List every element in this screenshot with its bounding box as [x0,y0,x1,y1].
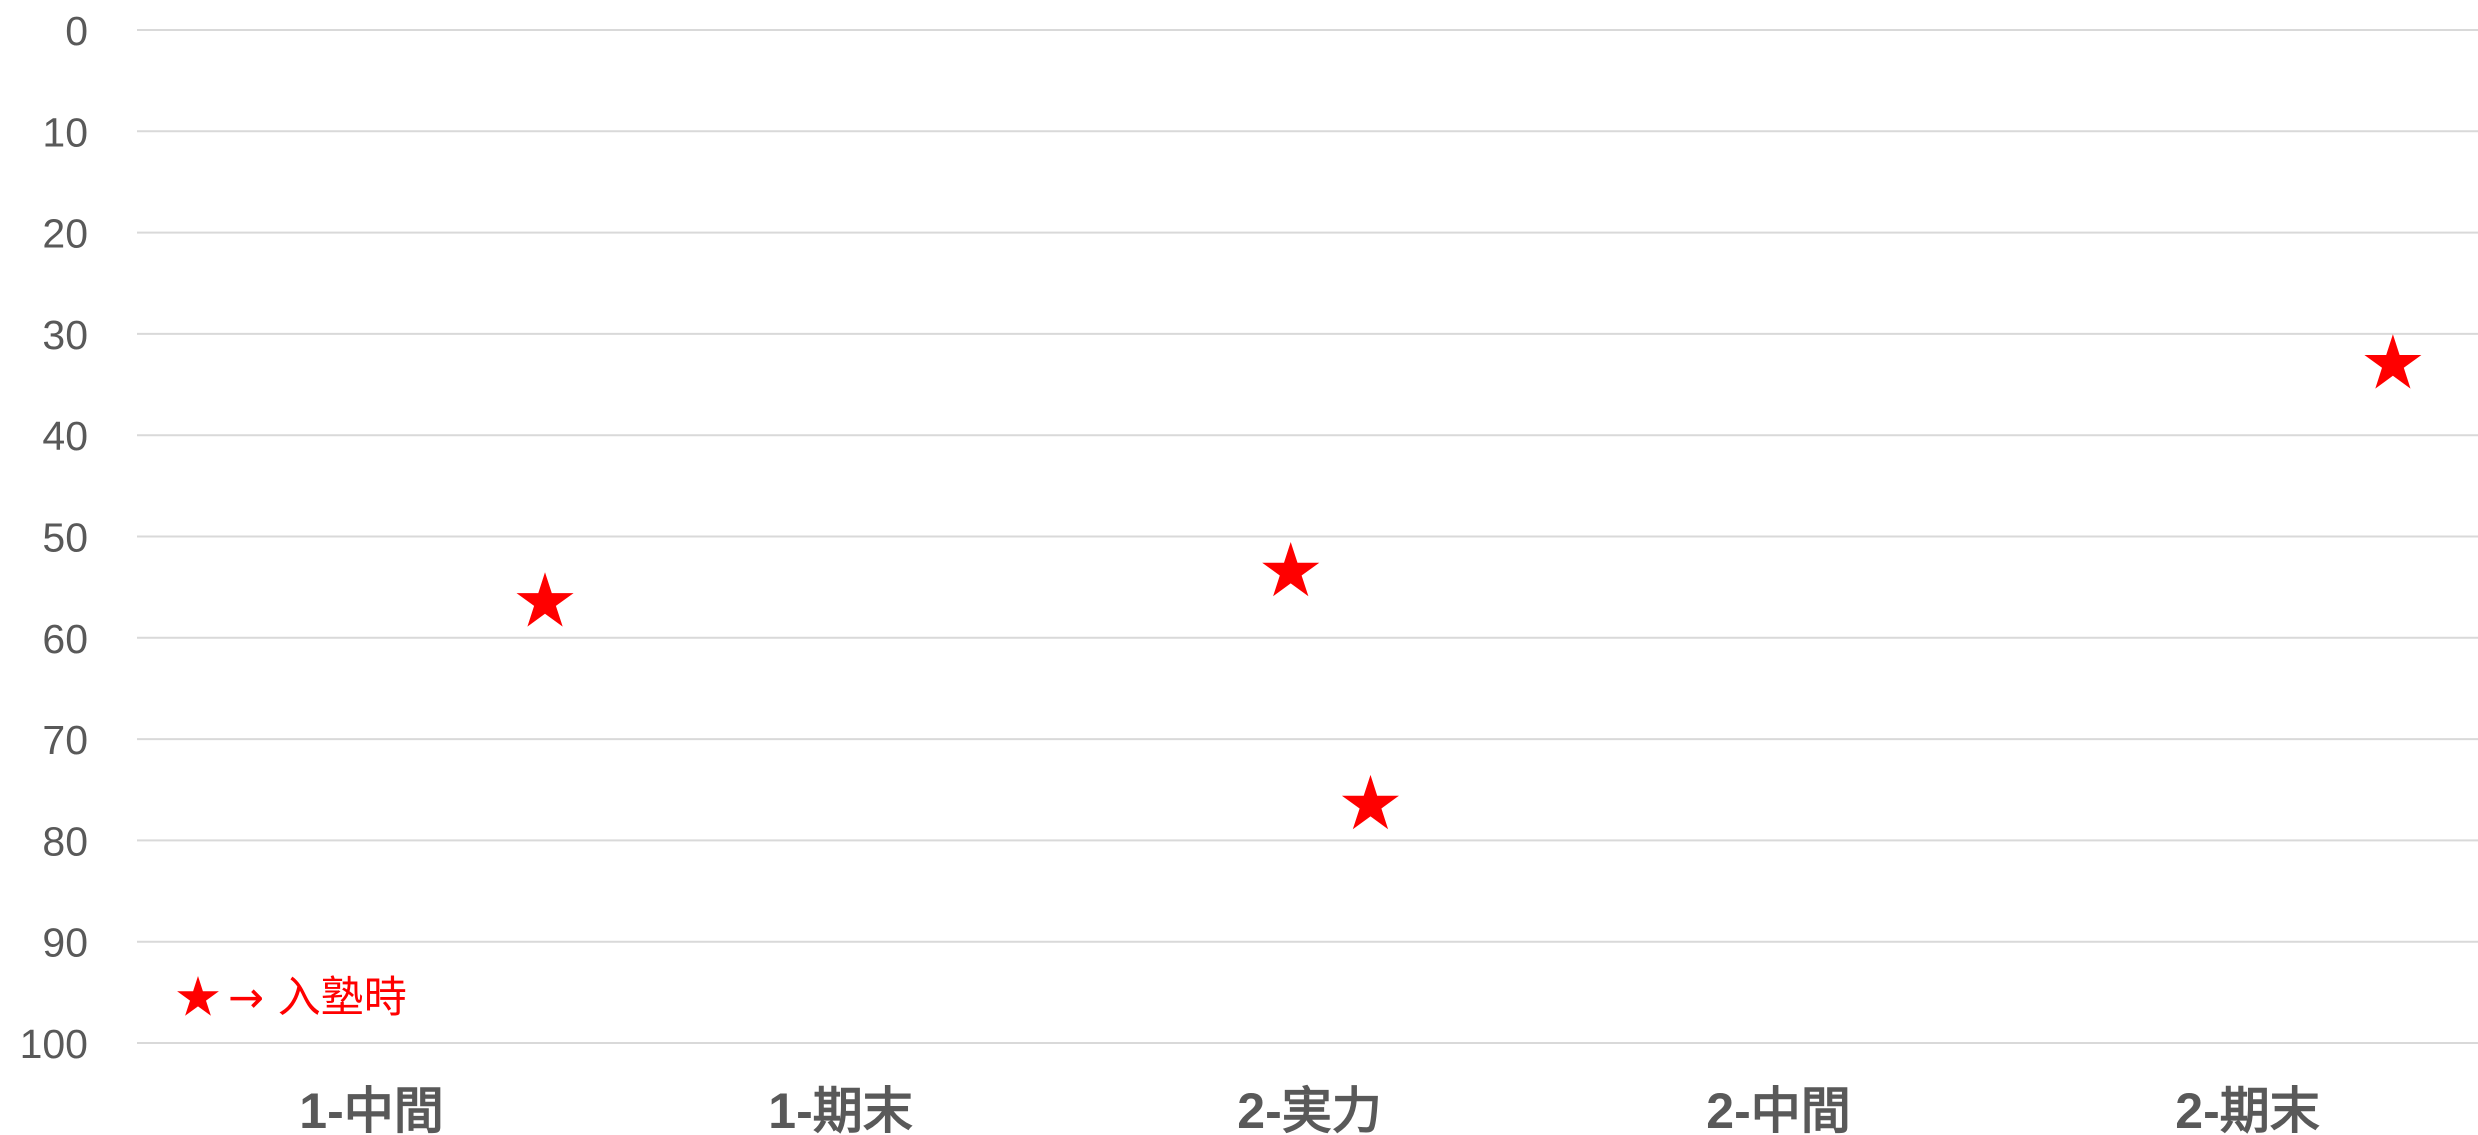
star-icon [177,976,219,1016]
x-tick-label: 1-期末 [768,1083,912,1135]
star-marker [516,572,574,627]
x-tick-label: 2-実力 [1237,1083,1381,1135]
star-marker [2364,334,2422,389]
legend-label: → 入塾時 [228,973,407,1023]
x-axis-tick-labels: 1-中間 1-期末 2-実力 2-中間 2-期末 [299,1083,2319,1135]
y-tick-label: 100 [20,1021,88,1067]
y-tick-label: 30 [42,312,88,358]
y-tick-label: 50 [42,515,88,561]
legend: → 入塾時 [177,973,407,1023]
y-tick-label: 60 [42,616,88,662]
x-tick-label: 2-期末 [2175,1083,2319,1135]
y-tick-label: 20 [42,211,88,257]
star-marker [1262,542,1320,597]
x-tick-label: 1-中間 [299,1083,443,1135]
star-marker [1341,774,1399,830]
y-tick-label: 0 [65,8,88,54]
y-tick-label: 40 [42,413,88,459]
x-tick-label: 2-中間 [1706,1083,1850,1135]
gridlines [137,29,2478,1044]
y-tick-label: 80 [42,818,88,864]
y-tick-label: 90 [42,920,88,966]
y-tick-label: 10 [42,109,88,155]
data-points [516,334,2422,830]
y-tick-label: 70 [42,717,88,763]
y-axis-tick-labels: 0 10 20 30 40 50 60 70 80 90 100 [20,8,88,1067]
